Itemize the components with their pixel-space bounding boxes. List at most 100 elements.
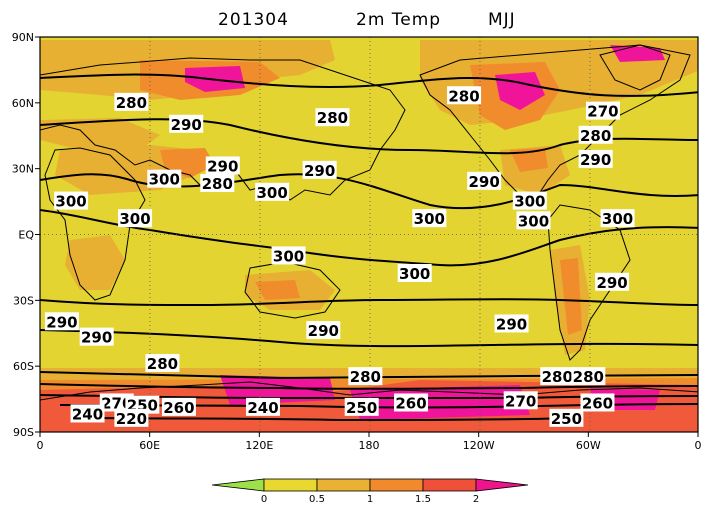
contour-label-text: 280 — [573, 368, 604, 386]
contour-label-bg — [344, 397, 379, 416]
contour-label: 290 — [306, 321, 341, 340]
contour-label: 280 — [578, 125, 613, 145]
contour-label-text: 280 — [147, 355, 178, 373]
contour-label-text: 290 — [580, 151, 611, 169]
contour-label: 290 — [578, 149, 613, 169]
contour-label-text: 300 — [602, 210, 633, 228]
contour-label-text: 300 — [518, 212, 549, 230]
lat-tick-label: 30S — [13, 294, 34, 307]
contour-label: 290 — [44, 312, 79, 331]
contour-label-bg — [118, 209, 153, 228]
contour-label-text: 290 — [81, 329, 112, 347]
contour-label: 280 — [200, 174, 235, 193]
contour-label-text: 250 — [346, 399, 377, 417]
contour-label-bg — [571, 367, 606, 386]
contour-label: 280 — [145, 353, 180, 373]
contour-label-text: 290 — [308, 322, 339, 340]
contour-label-text: 260 — [395, 394, 426, 412]
title-variable: 2m Temp — [356, 10, 441, 30]
colorbar-tick-label: 2 — [473, 494, 479, 505]
contour-label-bg — [503, 391, 538, 410]
contour-label-text: 290 — [496, 315, 527, 333]
lon-tick-label: 60W — [576, 439, 601, 452]
contour-300-south — [40, 209, 698, 267]
contour-label-bg — [467, 171, 502, 190]
contour-label: 300 — [412, 209, 447, 228]
contour-label-bg — [145, 353, 180, 372]
contour-label-text: 290 — [468, 173, 499, 191]
contour-label-bg — [255, 182, 290, 201]
contour-label-bg — [161, 397, 196, 416]
contour-300-north — [40, 173, 698, 210]
contour-label-text: 280 — [580, 127, 611, 145]
contour-label: 270 — [99, 393, 134, 412]
contour-label-text: 300 — [149, 171, 180, 189]
longitude-axis: 0 60E 120E 180 120W 60W 0 — [37, 432, 702, 452]
contour-label-text: 260 — [582, 394, 613, 412]
contour-label-bg — [315, 108, 350, 127]
contour-label-bg — [397, 264, 432, 282]
contour-label: 300 — [516, 211, 551, 230]
contour-label-text: 300 — [514, 193, 545, 211]
contour-label: 290 — [205, 156, 240, 175]
contour-label-bg — [271, 246, 306, 265]
title-season: MJJ — [488, 10, 516, 30]
contour-label-bg — [114, 408, 149, 427]
contour-label-bg — [412, 209, 447, 228]
contour-label: 300 — [397, 264, 432, 283]
contour-label-bg — [348, 367, 383, 386]
contour-label-text: 300 — [414, 210, 445, 228]
coastline-australia — [244, 261, 341, 319]
lon-tick-label: 60E — [139, 439, 160, 452]
colorbar-tick-label: 1.5 — [415, 494, 431, 505]
contour-label-text: 220 — [116, 410, 147, 428]
coastline-eurasia — [40, 57, 406, 201]
contour-label-text: 280 — [448, 87, 479, 105]
contour-label-bg — [580, 393, 615, 412]
contour-label: 300 — [118, 209, 153, 228]
contour-label-text: 270 — [505, 392, 536, 410]
shade-region — [65, 235, 125, 290]
contour-label: 280 — [571, 367, 606, 386]
contour-label-bg — [114, 92, 149, 111]
contour-label-text: 280 — [542, 368, 573, 386]
contour-label-text: 240 — [72, 405, 103, 423]
contour-label-bg — [394, 393, 429, 412]
contour-label-bg — [549, 408, 584, 427]
contour-label-bg — [306, 321, 341, 340]
contour-label-text: 290 — [207, 157, 238, 175]
contour-270-antarctic — [40, 371, 698, 380]
lat-tick-label: EQ — [18, 229, 34, 242]
contour-label: 250 — [344, 397, 379, 417]
contour-label: 300 — [512, 191, 547, 211]
contour-label-bg — [54, 191, 89, 210]
contour-label-bg — [516, 211, 551, 230]
colorbar-segment — [316, 478, 371, 492]
contour-label-text: 300 — [273, 247, 304, 265]
contour-label: 270 — [503, 391, 538, 410]
colorbar-segment — [263, 478, 318, 492]
contour-label-text: 280 — [350, 368, 381, 386]
latitude-axis: 90N 60N 30N EQ 30S 60S 90S — [12, 31, 40, 439]
colorbar-segment — [369, 478, 424, 492]
lon-tick-label: 0 — [695, 439, 702, 452]
contour-label: 290 — [494, 314, 529, 333]
contour-label-text: 280 — [317, 109, 348, 127]
contour-label-text: 290 — [596, 274, 627, 292]
colorbar: 0 0.5 1 1.5 2 — [211, 478, 529, 505]
contour-label-bg — [302, 160, 337, 179]
contour-label-text: 240 — [247, 399, 278, 417]
colorbar-tick-label: 0 — [261, 494, 267, 505]
contour-label: 240 — [70, 404, 105, 423]
contour-label: 270 — [585, 101, 620, 121]
contour-280-north — [40, 73, 698, 97]
lat-tick-label: 30N — [12, 163, 34, 176]
contour-label-text: 260 — [163, 399, 194, 417]
contour-label: 250 — [549, 408, 584, 428]
contour-label-text: 270 — [587, 103, 618, 121]
contour-label-text: 300 — [55, 193, 86, 211]
contour-label-bg — [147, 169, 182, 188]
contour-label-bg — [245, 397, 280, 416]
